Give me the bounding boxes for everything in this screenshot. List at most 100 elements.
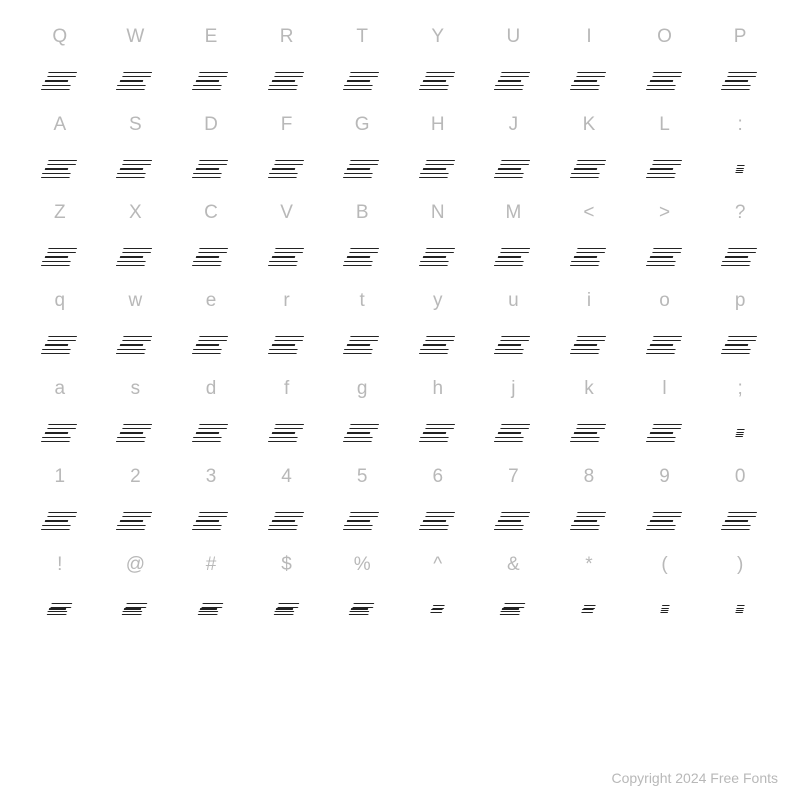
char-label: l — [627, 370, 703, 408]
font-glyph — [735, 165, 745, 173]
glyph-cell — [627, 408, 703, 458]
font-glyph — [342, 334, 381, 356]
font-glyph — [645, 246, 684, 268]
font-glyph — [720, 510, 759, 532]
glyph-cell — [173, 144, 249, 194]
font-glyph — [645, 510, 684, 532]
glyph-cell — [702, 144, 778, 194]
char-label: ! — [22, 546, 98, 584]
char-label: u — [476, 282, 552, 320]
font-glyph — [569, 246, 608, 268]
glyph-cell — [400, 232, 476, 282]
font-glyph — [494, 158, 533, 180]
glyph-cell — [324, 408, 400, 458]
font-glyph — [342, 422, 381, 444]
font-glyph — [191, 70, 230, 92]
char-label: * — [551, 546, 627, 584]
char-label: p — [702, 282, 778, 320]
glyph-cell — [98, 408, 174, 458]
glyph-cell — [551, 584, 627, 634]
char-label: # — [173, 546, 249, 584]
glyph-cell — [551, 320, 627, 370]
font-glyph — [40, 246, 79, 268]
glyph-cell — [22, 144, 98, 194]
font-glyph — [116, 510, 155, 532]
glyph-cell — [22, 56, 98, 106]
char-label: Z — [22, 194, 98, 232]
char-label: B — [324, 194, 400, 232]
glyph-row — [22, 144, 778, 194]
font-glyph — [720, 246, 759, 268]
font-glyph — [645, 70, 684, 92]
char-label: K — [551, 106, 627, 144]
font-glyph — [342, 510, 381, 532]
char-label: W — [98, 18, 174, 56]
glyph-cell — [324, 496, 400, 546]
glyph-cell — [98, 584, 174, 634]
font-glyph — [191, 246, 230, 268]
font-glyph — [46, 601, 74, 617]
glyph-cell — [476, 144, 552, 194]
glyph-cell — [702, 232, 778, 282]
char-label: a — [22, 370, 98, 408]
font-glyph — [569, 158, 608, 180]
glyph-cell — [324, 584, 400, 634]
glyph-cell — [702, 320, 778, 370]
font-glyph — [121, 601, 149, 617]
char-label: g — [324, 370, 400, 408]
glyph-cell — [476, 320, 552, 370]
glyph-cell — [98, 320, 174, 370]
char-label: C — [173, 194, 249, 232]
char-label: 0 — [702, 458, 778, 496]
glyph-cell — [173, 408, 249, 458]
char-label: E — [173, 18, 249, 56]
font-glyph — [720, 334, 759, 356]
font-glyph — [116, 334, 155, 356]
font-glyph — [418, 510, 457, 532]
label-row: ASDFGHJKL: — [22, 106, 778, 144]
glyph-row — [22, 584, 778, 634]
glyph-cell — [22, 320, 98, 370]
label-row: ZXCVBNM<>? — [22, 194, 778, 232]
glyph-cell — [98, 56, 174, 106]
font-glyph — [569, 510, 608, 532]
char-label: H — [400, 106, 476, 144]
font-glyph — [267, 158, 306, 180]
char-label: 5 — [324, 458, 400, 496]
font-glyph — [494, 334, 533, 356]
font-glyph — [40, 510, 79, 532]
char-label: M — [476, 194, 552, 232]
font-glyph — [735, 429, 745, 437]
font-glyph — [720, 70, 759, 92]
glyph-cell — [22, 408, 98, 458]
glyph-cell — [324, 144, 400, 194]
char-label: f — [249, 370, 325, 408]
glyph-row — [22, 232, 778, 282]
glyph-cell — [476, 232, 552, 282]
glyph-cell — [400, 496, 476, 546]
font-glyph — [197, 601, 225, 617]
glyph-cell — [400, 144, 476, 194]
glyph-cell — [249, 496, 325, 546]
glyph-cell — [627, 320, 703, 370]
char-label: I — [551, 18, 627, 56]
glyph-cell — [324, 232, 400, 282]
char-label: & — [476, 546, 552, 584]
char-label: 9 — [627, 458, 703, 496]
char-label: i — [551, 282, 627, 320]
glyph-cell — [627, 584, 703, 634]
char-label: ^ — [400, 546, 476, 584]
char-label: R — [249, 18, 325, 56]
char-label: T — [324, 18, 400, 56]
font-glyph — [418, 70, 457, 92]
char-label: 1 — [22, 458, 98, 496]
font-glyph — [580, 603, 597, 615]
char-label: 2 — [98, 458, 174, 496]
char-label: t — [324, 282, 400, 320]
font-glyph — [342, 70, 381, 92]
font-glyph — [569, 70, 608, 92]
glyph-cell — [702, 408, 778, 458]
font-glyph — [40, 158, 79, 180]
char-label: ? — [702, 194, 778, 232]
character-map-chart: QWERTYUIOPASDFGHJKL:ZXCVBNM<>?qwertyuiop… — [0, 0, 800, 634]
